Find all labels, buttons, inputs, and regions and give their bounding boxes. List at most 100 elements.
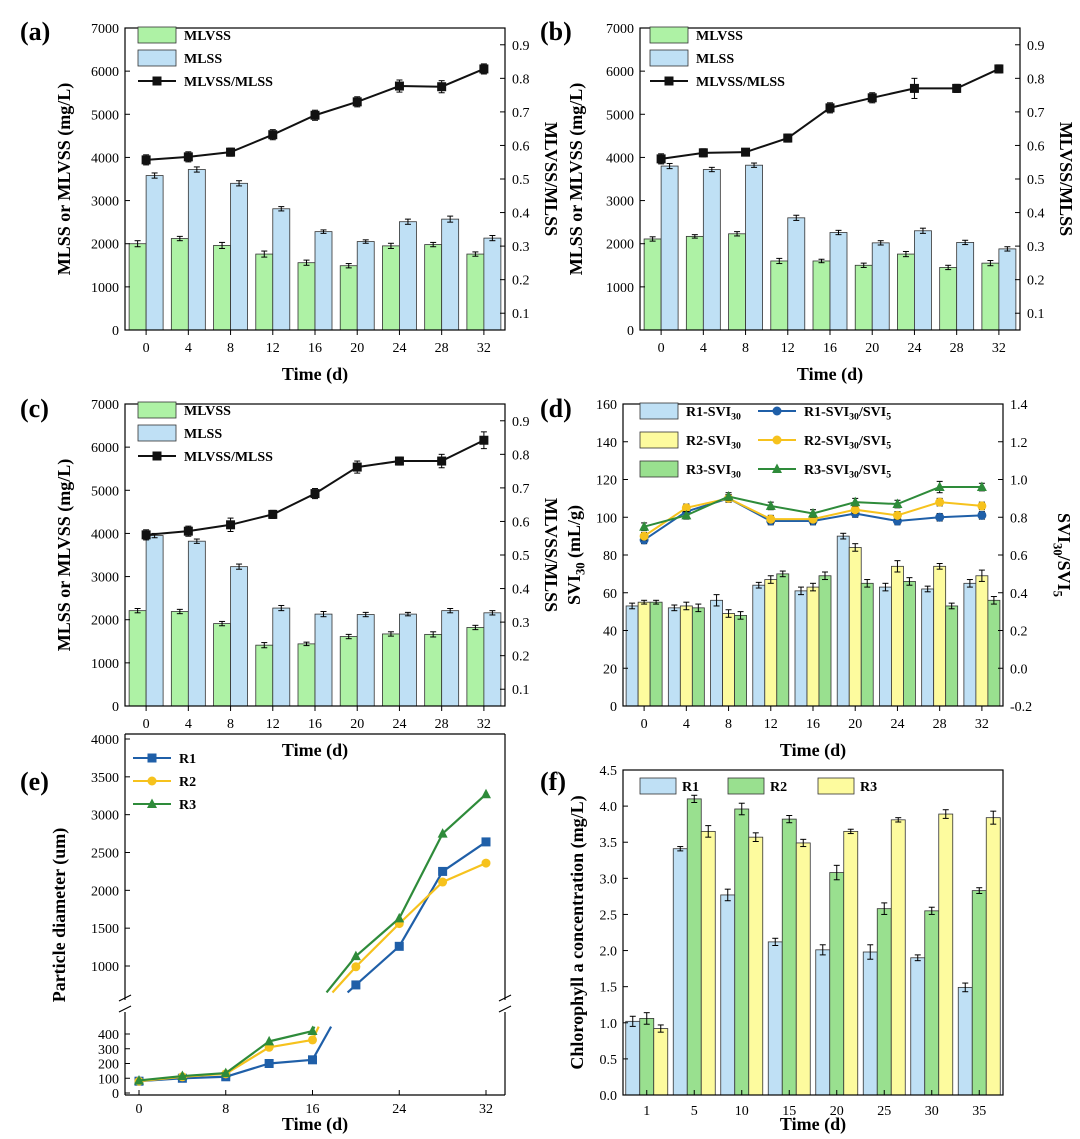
y2-tick-label: 0.4 xyxy=(512,583,530,598)
bar-mlss-8 xyxy=(230,566,248,707)
point-r3-16 xyxy=(307,1025,318,1036)
bar-mlvss-32 xyxy=(466,253,485,331)
bar-mlvss-12 xyxy=(255,253,274,331)
bar-mlvss-16 xyxy=(297,262,316,331)
series-line-r3 xyxy=(355,917,400,957)
y-axis-title: MLSS or MLVSS (mg/L) xyxy=(54,83,75,276)
bar-r3-svi30-8 xyxy=(734,615,747,707)
x-tick-label: 24 xyxy=(907,341,921,356)
bar-mlvss-24 xyxy=(382,633,400,707)
point-mlvss-mlss-16 xyxy=(310,110,320,120)
legend-label: R3-SVI30​ xyxy=(686,463,741,481)
point-r1-24 xyxy=(394,941,404,951)
x-tick-label: 32 xyxy=(992,341,1006,356)
panel-f: (f)0.00.51.01.52.02.53.03.54.04.51 5 10 15 2… xyxy=(540,764,1004,1135)
x-tick-label: 4 xyxy=(185,341,192,356)
x-tick-label: 4 xyxy=(700,341,707,356)
bar-r1-svi30-28 xyxy=(921,588,935,707)
point-r1-svi30-svi5-28 xyxy=(935,512,945,522)
point-r3-svi30-svi5-32 xyxy=(976,481,987,492)
point-r1-12 xyxy=(264,1059,274,1068)
bar-r3-svi30-12 xyxy=(776,573,790,707)
series-line-r2 xyxy=(355,922,401,968)
bar-r3-15 xyxy=(795,842,811,1096)
bar-mlvss-8 xyxy=(213,623,231,707)
point-mlvss-mlss-0 xyxy=(141,155,151,165)
legend-label: MLVSS/MLSS xyxy=(184,450,273,465)
bar-r3-5 xyxy=(700,830,716,1096)
x-axis-title: Time (d) xyxy=(282,1114,348,1135)
bar-r2-svi30-12 xyxy=(764,579,778,707)
x-tick-label: 20 xyxy=(865,341,879,356)
bar-mlvss-8 xyxy=(728,233,746,331)
bar-mlss-4 xyxy=(702,169,721,331)
y-tick-label: 2.0 xyxy=(600,945,618,960)
y-tick-label: 300 xyxy=(98,1043,119,1058)
y-tick-label: 100 xyxy=(98,1072,119,1087)
y-axis-title: Particle diameter (um) xyxy=(49,828,70,1003)
bar-r3-svi30-4 xyxy=(691,607,705,707)
y-tick-label: 140 xyxy=(596,436,617,451)
y-tick-label: 60 xyxy=(603,587,617,602)
x-tick-label: 20 xyxy=(350,341,364,356)
x-tick-label: 16 xyxy=(308,341,322,356)
legend-label: MLSS xyxy=(696,52,734,67)
y-tick-label: 4000 xyxy=(91,151,119,166)
point-r3-svi30-svi5-24 xyxy=(892,498,903,509)
legend-label: MLSS xyxy=(184,427,222,442)
bar-r3-svi30-20 xyxy=(860,582,874,707)
bar-r2-35 xyxy=(971,890,987,1096)
bar-r1-svi30-4 xyxy=(667,607,681,707)
point-r3-12 xyxy=(264,1035,275,1046)
bar-r2-svi30-24 xyxy=(891,565,904,707)
point-mlvss-mlss-4 xyxy=(183,152,193,162)
point-mlvss-mlss-20 xyxy=(352,462,362,472)
x-tick-label: 35 xyxy=(972,1104,986,1119)
point-r2-28 xyxy=(438,877,448,887)
series-line-r3 xyxy=(398,833,444,919)
point-mlvss-mlss-32 xyxy=(479,435,489,445)
legend-label: R1-SVI30​/SVI5​ xyxy=(804,405,891,423)
x-axis-title: Time (d) xyxy=(780,1114,846,1135)
panel-a: (a) 0 1000 2000 3000 4000 5000 6000 7000 0.1 0.2 0.… xyxy=(20,17,561,385)
legend-marker xyxy=(772,463,782,473)
bar-mlss-28 xyxy=(441,610,460,707)
series-line-r3 xyxy=(325,955,357,994)
bar-r2-svi30-28 xyxy=(933,565,947,707)
bar-mlvss-24 xyxy=(382,245,400,331)
legend: R1 R2 R3 xyxy=(639,777,877,795)
bar-r3-svi30-0 xyxy=(649,601,663,707)
legend-label: MLVSS xyxy=(184,404,231,419)
y-axis-title: Chlorophyll a concentration (mg/L) xyxy=(567,795,588,1069)
y2-tick-label: 0.4 xyxy=(1010,587,1028,602)
point-r2-svi30-svi5-12 xyxy=(766,514,776,524)
y2-tick-label: 0.5 xyxy=(512,549,530,564)
axis-break-mark xyxy=(118,994,132,1002)
point-r1-28 xyxy=(438,866,448,876)
panel-label: (d) xyxy=(540,394,572,423)
bar-mlss-16 xyxy=(314,613,333,707)
x-tick-label: 0 xyxy=(136,1102,143,1117)
series-line-r2 xyxy=(225,1046,270,1075)
y-tick-label: 4.5 xyxy=(600,764,618,779)
y2-tick-label: 0.5 xyxy=(512,173,530,188)
point-r3-svi30-svi5-8 xyxy=(723,490,734,501)
y2-tick-label: 0.6 xyxy=(1010,549,1028,564)
bar-mlss-28 xyxy=(441,218,460,331)
bar-mlvss-28 xyxy=(939,267,958,331)
y-tick-label: 1000 xyxy=(91,657,119,672)
y-tick-label: 0.0 xyxy=(600,1089,618,1104)
x-tick-label: 20 xyxy=(848,717,862,732)
point-r3-svi30-svi5-0 xyxy=(639,521,650,531)
x-tick-label: 5 xyxy=(691,1104,698,1119)
point-mlvss-mlss-8 xyxy=(226,147,236,157)
series-line-r2 xyxy=(442,862,487,884)
point-mlvss-mlss-32 xyxy=(479,64,489,74)
point-mlvss-mlss-4 xyxy=(183,526,193,536)
bar-r1-10 xyxy=(720,894,736,1096)
y-tick-label: 1000 xyxy=(606,281,634,296)
y2-axis-title: MLVSS/MLSS xyxy=(541,498,561,612)
x-tick-label: 4 xyxy=(185,717,192,732)
panel-e: (e)0100200300400100015002000250030003500… xyxy=(20,733,512,1135)
x-tick-label: 24 xyxy=(392,717,406,732)
